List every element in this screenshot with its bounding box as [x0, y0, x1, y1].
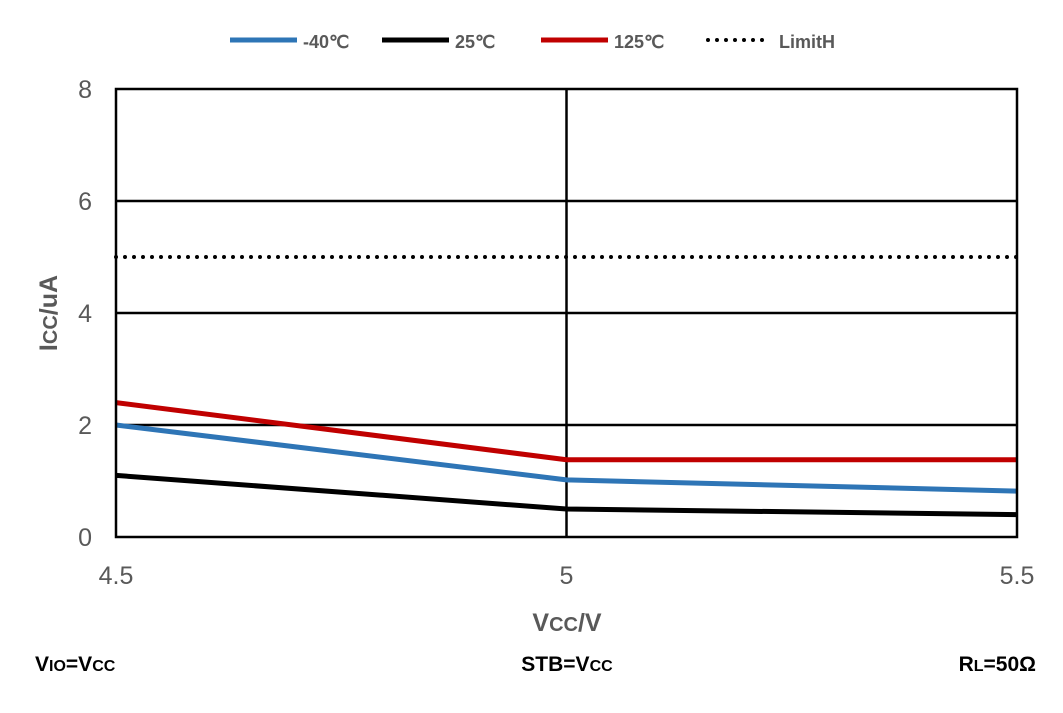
y-tick-label: 6	[78, 188, 92, 216]
tick-labels: 0 2 4 6 8 4.5 5 5.5	[78, 76, 1034, 590]
plot-frame	[114, 87, 1019, 539]
y-axis-title: ICC/uA	[35, 275, 63, 351]
legend-label-40: -40℃	[303, 32, 349, 52]
condition-vio: VIO=VCC	[35, 653, 116, 676]
x-tick-label: 5	[560, 562, 574, 590]
series-line-40	[115, 422, 1018, 494]
grid	[116, 89, 1017, 537]
legend-label-125: 125℃	[614, 32, 664, 52]
x-tick-label: 5.5	[1000, 562, 1035, 590]
y-tick-label: 0	[78, 524, 92, 552]
y-tick-label: 8	[78, 76, 92, 104]
legend: -40℃ 25℃ 125℃ LimitH	[230, 32, 835, 52]
x-axis-title: VCC/V	[532, 609, 602, 637]
x-tick-label: 4.5	[99, 562, 134, 590]
condition-rl: RL=50Ω	[959, 653, 1036, 676]
legend-label-25: 25℃	[455, 32, 495, 52]
series-line-125	[115, 400, 1017, 463]
plot-area-border	[114, 87, 1019, 539]
legend-label-LimitH: LimitH	[779, 32, 835, 52]
y-tick-label: 2	[78, 412, 92, 440]
condition-stb: STB=VCC	[521, 653, 613, 676]
y-tick-label: 4	[78, 300, 92, 328]
series-line-25	[115, 472, 1018, 518]
series-layer	[114, 255, 1019, 518]
